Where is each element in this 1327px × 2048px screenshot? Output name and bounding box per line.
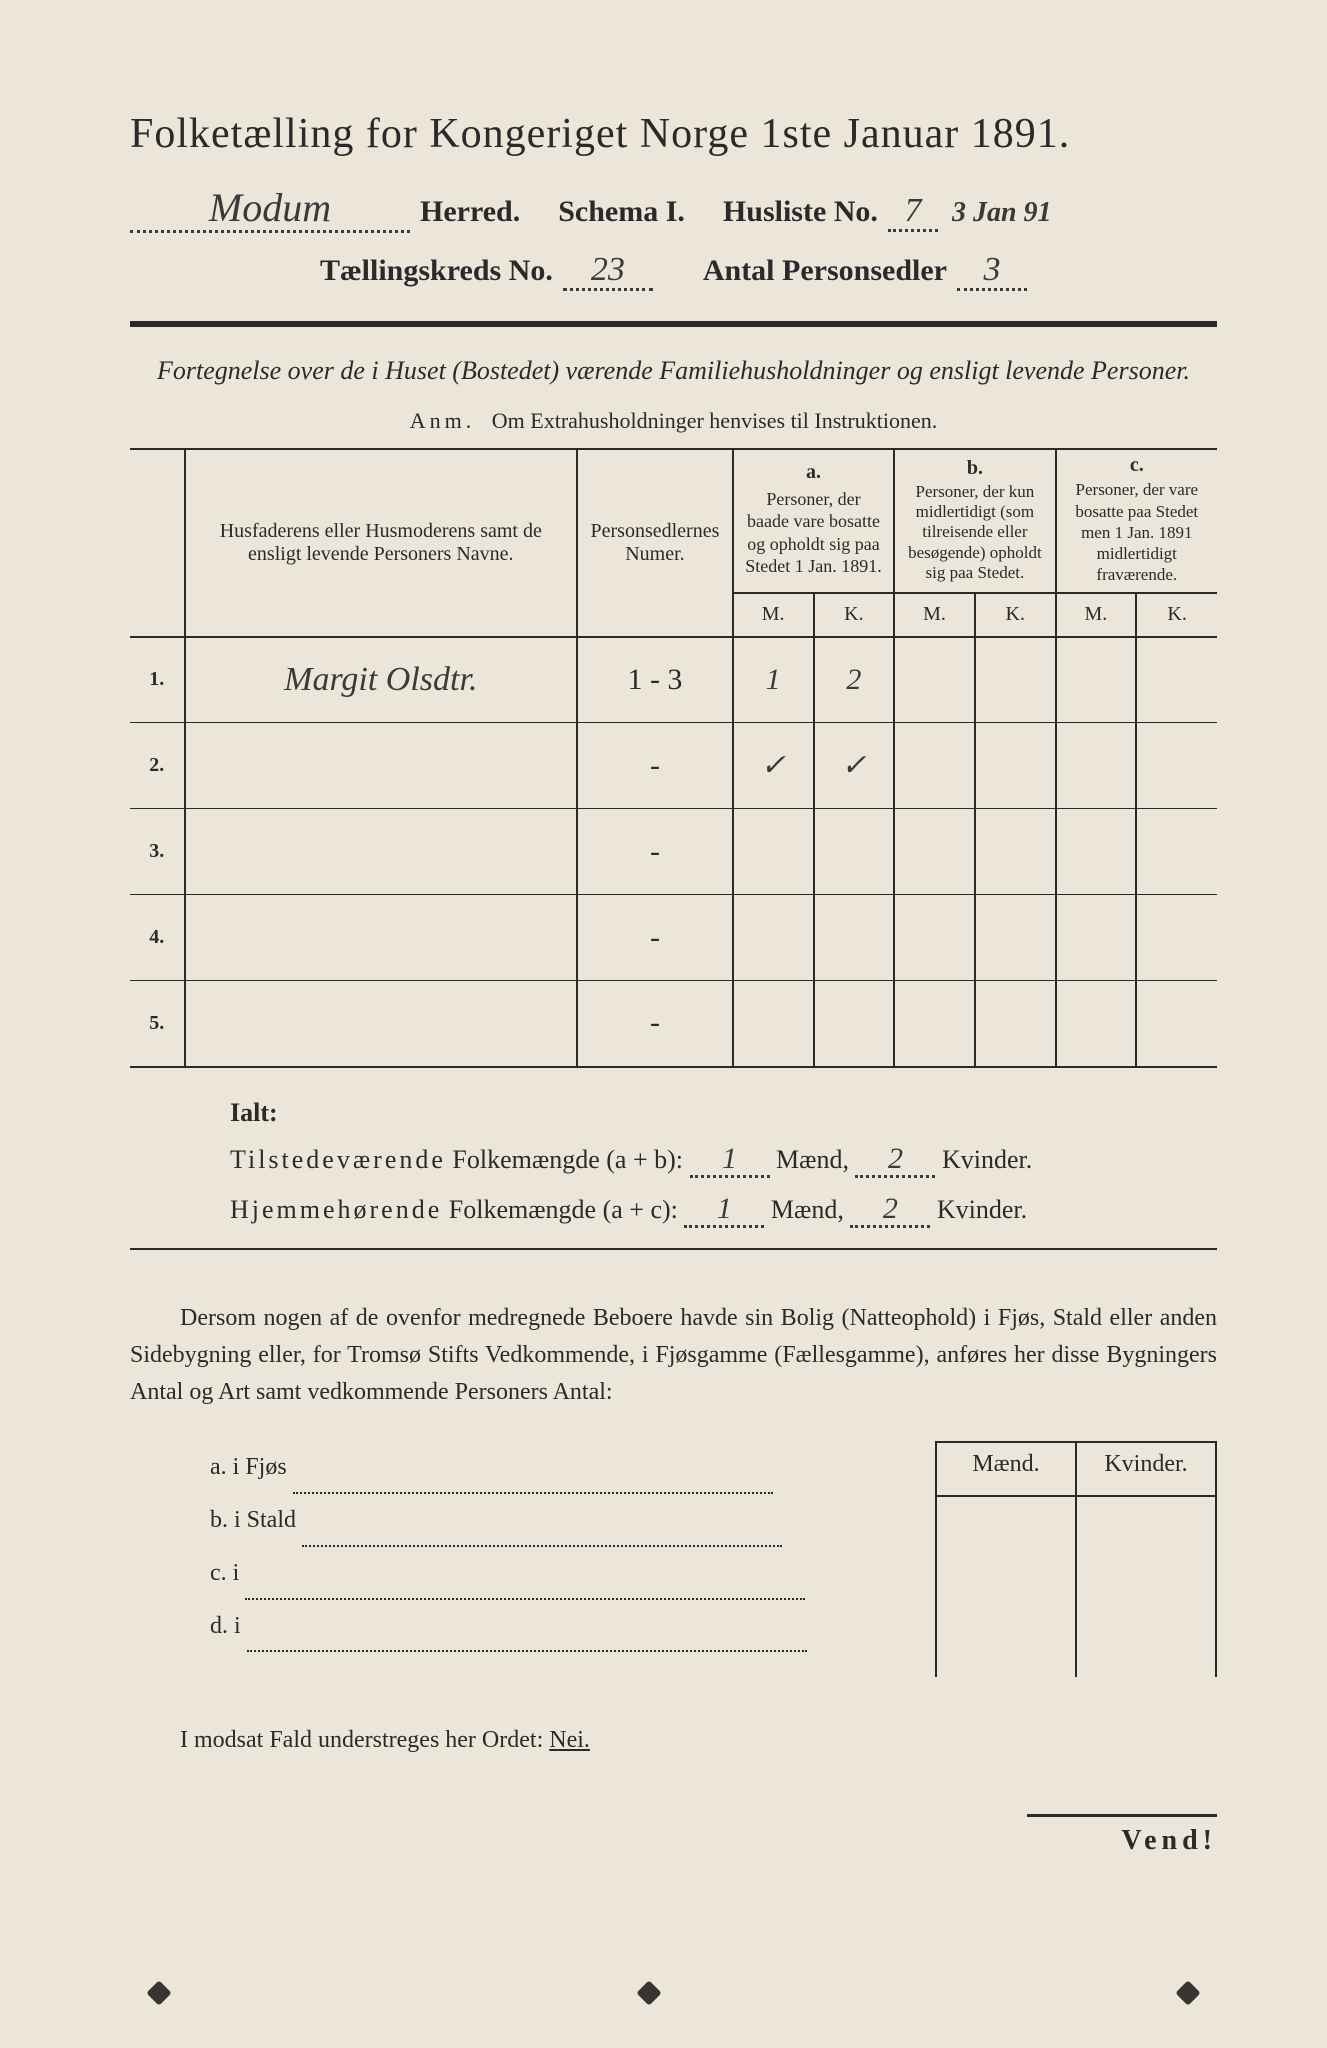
row-ps: - [650, 921, 660, 954]
herred-label: Herred. [420, 195, 520, 229]
ialt-label: Ialt: [230, 1098, 1217, 1128]
census-title: Folketælling for Kongeriget Norge 1ste J… [130, 110, 1217, 158]
hjemme-k: 2 [850, 1192, 930, 1228]
antal-value: 3 [957, 251, 1027, 291]
th-a-k: K. [814, 593, 895, 637]
row-a-k: 2 [846, 663, 861, 696]
rule-thick [130, 321, 1217, 327]
th-a-m: M. [733, 593, 814, 637]
nei-word: Nei. [549, 1727, 590, 1753]
header-line-2: Modum Herred. Schema I. Husliste No. 7 3… [130, 186, 1217, 233]
date-note: 3 Jan 91 [952, 197, 1052, 229]
row-a-m: 1 [766, 663, 781, 696]
anm-text: Om Extrahusholdninger henvises til Instr… [492, 408, 937, 433]
th-ps: Personsedlernes Numer. [577, 449, 733, 636]
row-number: 2. [130, 723, 185, 809]
bldg-c: c. i [210, 1547, 905, 1600]
th-c-m: M. [1056, 593, 1137, 637]
row-a-m: ✓ [761, 749, 786, 782]
row-number: 1. [130, 637, 185, 723]
vend-label: Vend! [1027, 1814, 1217, 1857]
tilstede-k: 2 [855, 1142, 935, 1178]
hjemme-m: 1 [684, 1192, 764, 1228]
mk-box: Mænd. Kvinder. [935, 1441, 1217, 1677]
mk-maend: Mænd. [937, 1451, 1075, 1497]
table-row: 5. - [130, 981, 1217, 1067]
bldg-b: b. i Stald [210, 1494, 905, 1547]
antal-label: Antal Personsedler [703, 254, 947, 288]
table-row: 2. - ✓ ✓ [130, 723, 1217, 809]
bldg-d: d. i [210, 1600, 905, 1653]
subtitle: Fortegnelse over de i Huset (Bostedet) v… [130, 351, 1217, 390]
kreds-value: 23 [563, 251, 653, 291]
th-b: b. Personer, der kun midlertidigt (som t… [894, 449, 1055, 592]
th-a: a. Personer, der baade vare bosatte og o… [733, 449, 894, 592]
row-ps: 1 - 3 [627, 663, 682, 696]
row-number: 5. [130, 981, 185, 1067]
buildings-block: a. i Fjøs b. i Stald c. i d. i Mænd. Kvi… [130, 1441, 1217, 1677]
table-row: 4. - [130, 895, 1217, 981]
row-number: 3. [130, 809, 185, 895]
th-c: c. Personer, der vare bosatte paa Stedet… [1056, 449, 1217, 592]
tilstede-m: 1 [690, 1142, 770, 1178]
husliste-value: 7 [888, 192, 938, 232]
rule-thin [130, 1248, 1217, 1250]
row-name: Margit Olsdtr. [284, 661, 477, 698]
row-ps: - [650, 1006, 660, 1039]
household-table: Husfaderens eller Husmoderens samt de en… [130, 448, 1217, 1067]
punch-hole [1175, 1980, 1200, 2005]
row-a-k: ✓ [841, 749, 866, 782]
building-paragraph: Dersom nogen af de ovenfor medregnede Be… [130, 1300, 1217, 1412]
table-row: 3. - [130, 809, 1217, 895]
nei-line: I modsat Fald understreges her Ordet: Ne… [130, 1727, 1217, 1754]
anm-line: Anm. Om Extrahusholdninger henvises til … [130, 408, 1217, 434]
husliste-label: Husliste No. [723, 195, 878, 229]
row-ps: - [650, 835, 660, 868]
herred-value: Modum [130, 186, 410, 233]
row-number: 4. [130, 895, 185, 981]
mk-kvinder: Kvinder. [1077, 1451, 1215, 1497]
hjemme-row: Hjemmehørende Folkemængde (a + c): 1 Mæn… [230, 1192, 1217, 1228]
th-b-m: M. [894, 593, 975, 637]
th-b-k: K. [975, 593, 1056, 637]
row-ps: - [650, 749, 660, 782]
schema-label: Schema I. [558, 195, 685, 229]
totals-block: Ialt: Tilstedeværende Folkemængde (a + b… [230, 1098, 1217, 1228]
kreds-label: Tællingskreds No. [320, 254, 553, 288]
table-row: 1. Margit Olsdtr. 1 - 3 1 2 [130, 637, 1217, 723]
anm-label: Anm. [410, 408, 476, 433]
bldg-a: a. i Fjøs [210, 1441, 905, 1494]
punch-hole [636, 1980, 661, 2005]
punch-hole [146, 1980, 171, 2005]
header-line-3: Tællingskreds No. 23 Antal Personsedler … [130, 251, 1217, 291]
th-c-k: K. [1136, 593, 1217, 637]
th-name: Husfaderens eller Husmoderens samt de en… [185, 449, 578, 636]
tilstede-row: Tilstedeværende Folkemængde (a + b): 1 M… [230, 1142, 1217, 1178]
